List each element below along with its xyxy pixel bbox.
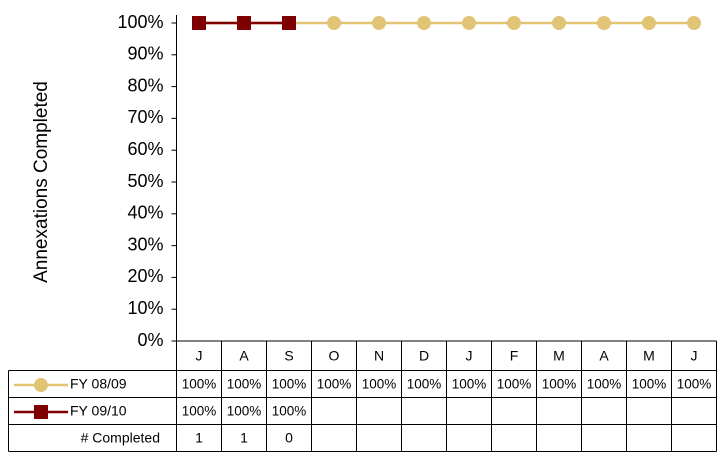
table-value: 100% <box>182 404 217 419</box>
x-tick-label: J <box>691 347 698 363</box>
table-value: 100% <box>587 377 622 392</box>
data-point <box>372 16 386 30</box>
x-tick-label: A <box>239 347 249 363</box>
x-tick-label: M <box>643 347 655 363</box>
table-value: 100% <box>497 377 532 392</box>
y-tick-label: 100% <box>117 12 163 32</box>
data-point <box>237 16 251 30</box>
data-point <box>327 16 341 30</box>
x-tick-label: M <box>553 347 565 363</box>
table-value: 1 <box>240 430 248 446</box>
legend-label: FY 08/09 <box>70 376 127 392</box>
table-value: 100% <box>407 377 442 392</box>
y-tick-label: 30% <box>127 234 163 254</box>
table-value: 100% <box>227 377 262 392</box>
data-point <box>597 16 611 30</box>
table-value: 100% <box>272 404 307 419</box>
y-tick-label: 50% <box>127 171 163 191</box>
data-point <box>507 16 521 30</box>
y-tick-label: 0% <box>137 330 163 350</box>
x-tick-label: O <box>329 347 340 363</box>
data-point <box>462 16 476 30</box>
x-tick-label: N <box>374 347 384 363</box>
table-value: 1 <box>195 430 203 446</box>
y-tick-label: 90% <box>127 44 163 64</box>
table-value: 100% <box>317 377 352 392</box>
y-tick-label: 20% <box>127 266 163 286</box>
table-value: 100% <box>227 404 262 419</box>
data-point <box>282 16 296 30</box>
y-tick-label: 10% <box>127 298 163 318</box>
table-value: 100% <box>542 377 577 392</box>
y-tick-label: 60% <box>127 139 163 159</box>
x-tick-label: A <box>599 347 609 363</box>
table-value: 100% <box>452 377 487 392</box>
table-value: 100% <box>182 377 217 392</box>
data-point <box>552 16 566 30</box>
table-value: 100% <box>677 377 712 392</box>
data-point <box>192 16 206 30</box>
legend-label: FY 09/10 <box>70 403 127 419</box>
data-point <box>687 16 701 30</box>
table-value: 0 <box>285 430 293 446</box>
table-row-label: # Completed <box>81 430 160 446</box>
legend-marker <box>34 405 48 419</box>
x-tick-label: F <box>510 347 519 363</box>
legend-marker <box>34 378 48 392</box>
x-tick-label: D <box>419 347 429 363</box>
x-tick-label: J <box>196 347 203 363</box>
y-tick-label: 70% <box>127 107 163 127</box>
table-value: 100% <box>272 377 307 392</box>
table-value: 100% <box>362 377 397 392</box>
y-tick-label: 40% <box>127 203 163 223</box>
x-tick-label: S <box>284 347 293 363</box>
data-point <box>642 16 656 30</box>
y-axis-label: Annexations Completed <box>31 81 52 283</box>
x-tick-label: J <box>466 347 473 363</box>
data-point <box>417 16 431 30</box>
table-value: 100% <box>632 377 667 392</box>
y-tick-label: 80% <box>127 75 163 95</box>
